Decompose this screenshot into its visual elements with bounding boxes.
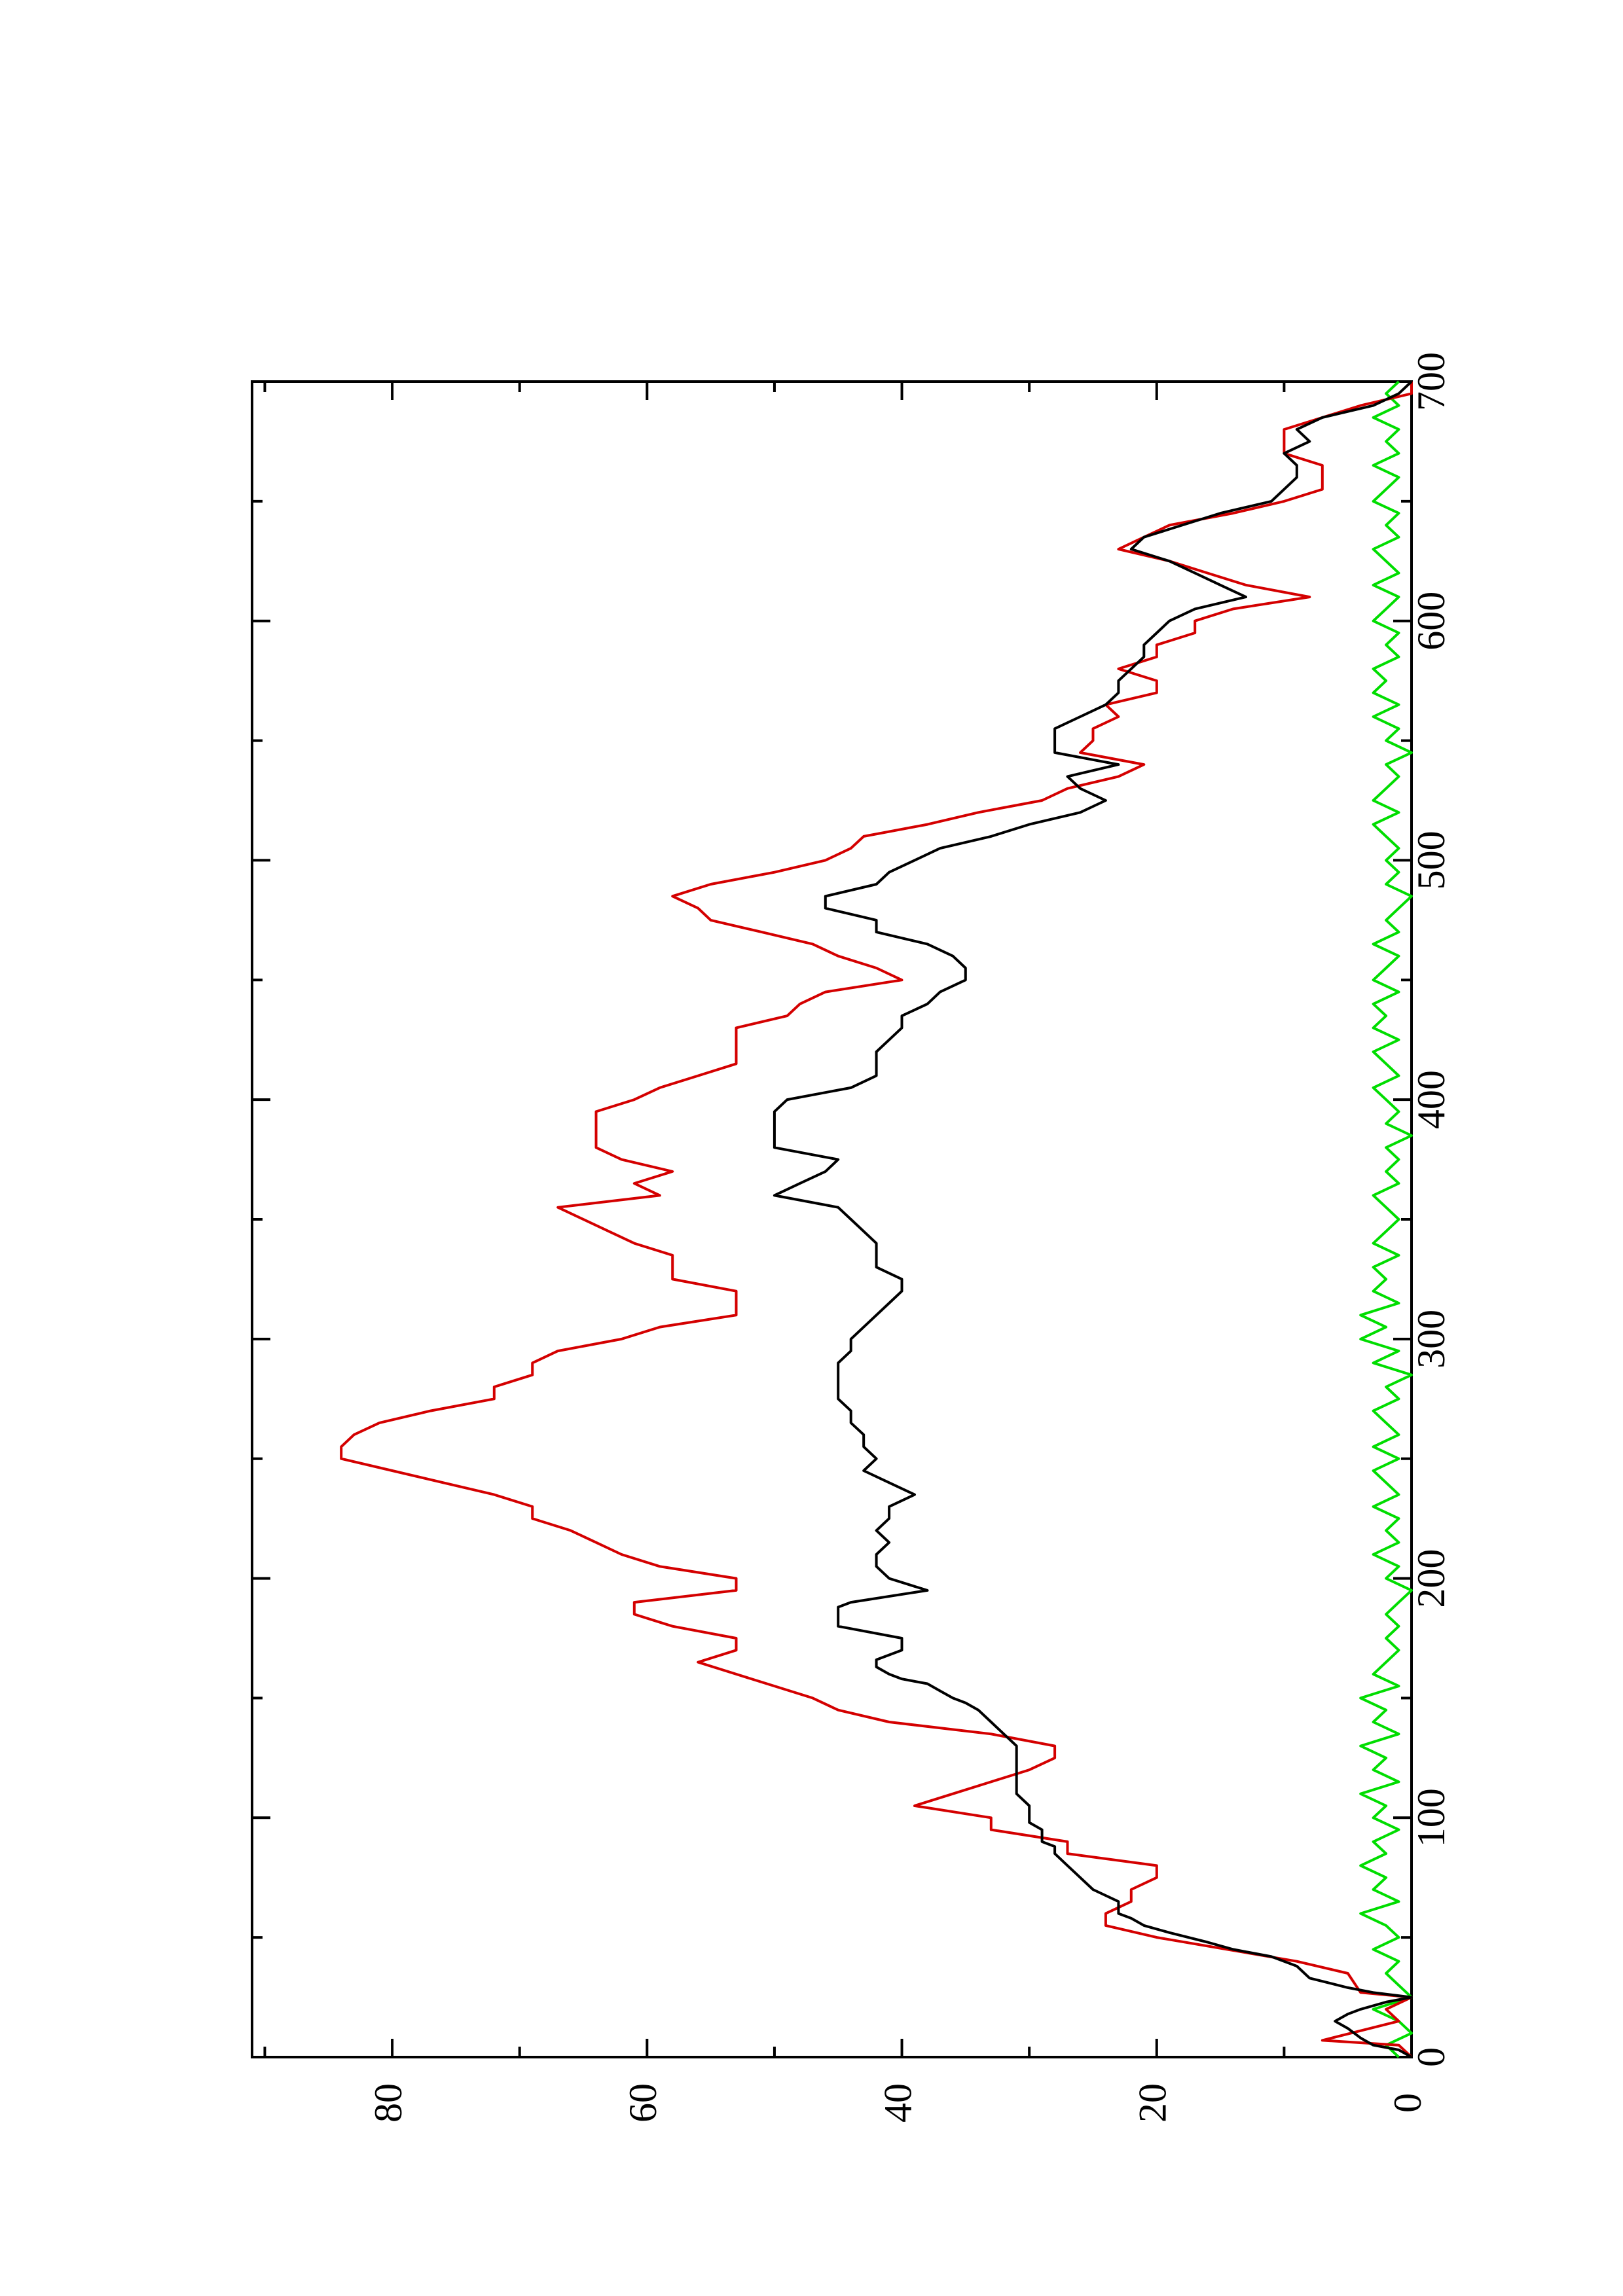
x-tick-label: 700 [1410,352,1453,411]
plot-frame [251,380,1413,2058]
x-tick-label: 0 [1410,2047,1453,2067]
y-tick-label: 0 [1386,2093,1429,2113]
series-group [340,380,1413,2058]
x-tick-label: 500 [1410,831,1453,889]
y-tick-label: 60 [621,2083,665,2123]
tick-labels: 0 100 200 300 400 500 600 700 0 20 40 60 80 [367,352,1453,2123]
y-tick-label: 80 [367,2083,410,2123]
axis-ticks [252,380,1413,2058]
y-tick-label: 40 [876,2083,919,2123]
x-tick-label: 300 [1410,1310,1453,1369]
x-tick-label: 400 [1410,1070,1453,1129]
x-tick-label: 200 [1410,1549,1453,1608]
series-line-3 [1359,380,1413,2058]
x-tick-label: 600 [1410,592,1453,651]
x-tick-label: 100 [1410,1788,1453,1847]
series-line-1 [340,382,1413,2058]
y-tick-label: 20 [1131,2083,1175,2123]
series-line-2 [773,380,1413,2058]
